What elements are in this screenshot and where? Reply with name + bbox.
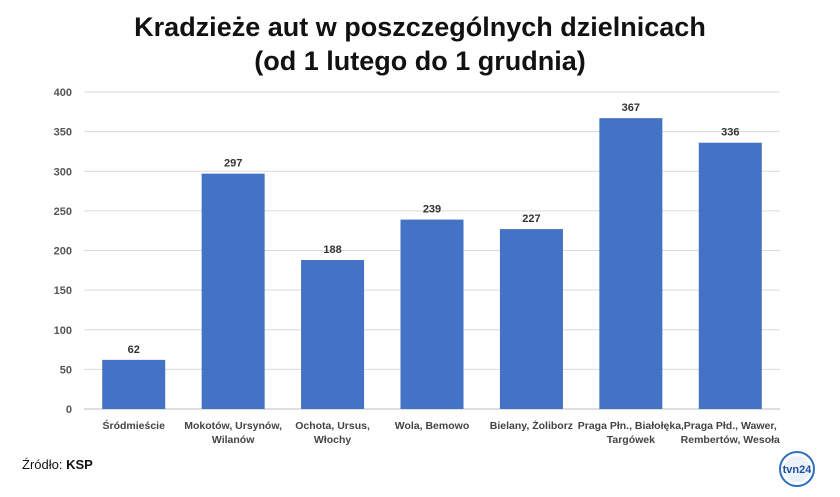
source-value: KSP — [66, 457, 93, 472]
x-tick-label: Ochota, Ursus, — [295, 420, 370, 432]
source-note: Źródło: KSP — [22, 457, 93, 472]
data-label: 62 — [128, 344, 140, 356]
y-tick-label: 300 — [54, 166, 72, 178]
data-label: 336 — [721, 127, 739, 139]
data-label: 367 — [622, 102, 640, 114]
x-tick-label: Wilanów — [212, 434, 255, 446]
y-tick-label: 250 — [54, 206, 72, 218]
y-tick-label: 200 — [54, 246, 72, 258]
data-label: 297 — [224, 158, 242, 170]
y-tick-label: 350 — [54, 127, 72, 139]
data-label: 227 — [522, 213, 540, 225]
x-tick-label: Rembertów, Wesoła — [681, 434, 780, 446]
x-tick-label: Bielany, Żoliborz — [490, 419, 573, 432]
y-tick-label: 150 — [54, 285, 72, 297]
data-label: 239 — [423, 204, 441, 216]
bar — [698, 142, 762, 409]
x-tick-label: Wola, Bemowo — [395, 420, 469, 432]
y-tick-label: 0 — [66, 404, 72, 416]
title-line-1: Kradzieże aut w poszczególnych dzielnica… — [134, 12, 706, 42]
title-line-2: (od 1 lutego do 1 grudnia) — [254, 46, 586, 76]
bar — [102, 359, 166, 409]
x-tick-label: Mokotów, Ursynów, — [184, 420, 282, 432]
chart-title: Kradzieże aut w poszczególnych dzielnica… — [0, 10, 840, 78]
x-tick-label: Włochy — [314, 434, 351, 446]
y-tick-label: 400 — [54, 87, 72, 99]
data-label: 188 — [323, 244, 341, 256]
bar — [499, 229, 563, 409]
x-tick-label: Targówek — [607, 434, 655, 446]
x-tick-label: Śródmieście — [102, 419, 165, 432]
bar — [400, 219, 464, 409]
x-tick-label: Praga Płd., Wawer, — [684, 420, 777, 432]
bar — [301, 260, 365, 409]
tvn24-logo-icon: tvn24 — [779, 451, 815, 487]
x-tick-label: Praga Płn., Białołęka, — [578, 420, 684, 432]
bar — [201, 173, 265, 409]
logo-text: tvn24 — [783, 464, 813, 476]
y-tick-label: 50 — [60, 364, 72, 376]
source-label: Źródło: — [22, 457, 63, 472]
bar — [599, 118, 663, 409]
y-tick-label: 100 — [54, 325, 72, 337]
